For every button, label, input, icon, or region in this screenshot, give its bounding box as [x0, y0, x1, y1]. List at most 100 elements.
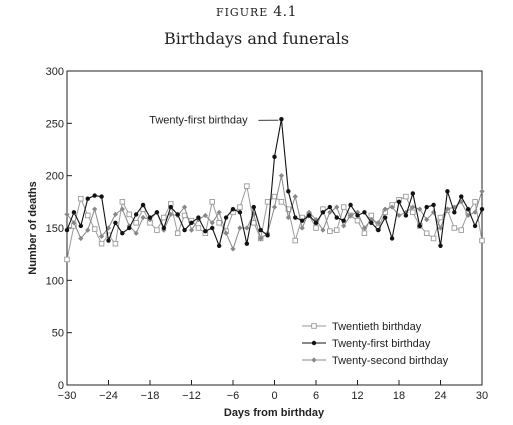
data-point-twentieth-birthday — [313, 225, 319, 231]
data-point-twentieth-birthday — [292, 237, 299, 244]
y-axis-title: Number of deaths — [27, 181, 39, 275]
data-point-twenty-first-birthday — [431, 202, 436, 208]
data-point-twentieth-birthday — [126, 211, 132, 218]
x-tick-label: −6 — [227, 390, 240, 402]
legend-marker-twentieth-birthday — [311, 323, 317, 329]
data-point-twenty-second-birthday — [92, 206, 98, 212]
data-point-twenty-first-birthday — [85, 196, 90, 201]
data-point-twenty-first-birthday — [223, 215, 229, 220]
data-point-twenty-second-birthday — [230, 246, 236, 252]
data-point-twenty-first-birthday — [306, 213, 312, 218]
data-point-twenty-first-birthday — [355, 213, 360, 218]
data-point-twenty-first-birthday — [341, 218, 346, 223]
data-point-twenty-first-birthday — [64, 227, 70, 233]
data-point-twenty-first-birthday — [465, 206, 471, 212]
data-point-twenty-first-birthday — [78, 223, 84, 229]
data-point-twenty-second-birthday — [140, 214, 146, 221]
data-point-twenty-first-birthday — [216, 243, 222, 248]
data-point-twenty-second-birthday — [437, 225, 444, 231]
data-point-twenty-first-birthday — [120, 231, 125, 236]
x-tick-label: 0 — [271, 390, 277, 402]
x-tick-label: −12 — [182, 390, 201, 402]
x-tick-label: 18 — [393, 390, 405, 402]
data-point-twenty-first-birthday — [320, 210, 326, 215]
data-point-twenty-second-birthday — [320, 227, 326, 233]
data-point-twenty-second-birthday — [105, 225, 112, 231]
data-point-twenty-first-birthday — [71, 210, 77, 215]
data-point-twenty-first-birthday — [438, 243, 443, 248]
data-point-twentieth-birthday — [472, 199, 478, 205]
data-point-twenty-second-birthday — [368, 217, 374, 223]
annotation-text: Twenty-first birthday — [149, 114, 248, 126]
data-point-twenty-first-birthday — [445, 189, 450, 194]
data-point-twentieth-birthday — [410, 209, 416, 216]
x-axis-title: Days from birthday — [224, 407, 325, 419]
series-twenty-second-birthday — [64, 173, 485, 252]
y-tick-label: 200 — [46, 171, 64, 183]
legend-label-twenty-second-birthday: Twenty-second birthday — [332, 355, 449, 367]
data-point-twenty-first-birthday — [161, 225, 167, 231]
data-point-twenty-first-birthday — [154, 210, 160, 215]
legend-marker-twenty-first-birthday — [311, 340, 317, 346]
data-point-twenty-second-birthday — [361, 225, 368, 231]
data-point-twenty-first-birthday — [389, 236, 395, 241]
data-point-twenty-second-birthday — [244, 225, 250, 231]
x-tick-label: −30 — [58, 390, 77, 402]
data-point-twentieth-birthday — [216, 220, 222, 226]
legend: Twentieth birthday Twenty-first birthday T… — [302, 321, 449, 367]
data-point-twenty-second-birthday — [306, 209, 312, 215]
data-point-twenty-first-birthday — [168, 204, 173, 210]
data-point-twentieth-birthday — [112, 240, 119, 247]
x-tick-label: 12 — [351, 390, 363, 402]
data-point-twenty-second-birthday — [341, 223, 347, 229]
data-point-twenty-second-birthday — [444, 206, 451, 212]
data-point-twenty-first-birthday — [244, 241, 250, 246]
data-point-twenty-second-birthday — [223, 230, 229, 236]
data-point-twenty-first-birthday — [293, 215, 298, 220]
data-point-twenty-first-birthday — [92, 193, 97, 198]
data-point-twenty-first-birthday — [452, 210, 457, 215]
x-axis-ticks: −30 −24 −18 −12 −6 0 6 12 18 24 30 — [58, 380, 488, 402]
data-point-twenty-first-birthday — [272, 154, 277, 160]
data-point-twentieth-birthday — [403, 193, 409, 200]
data-point-twentieth-birthday — [91, 226, 98, 232]
data-point-twentieth-birthday — [278, 199, 285, 205]
data-point-twenty-first-birthday — [140, 202, 146, 208]
data-point-twenty-second-birthday — [389, 204, 395, 210]
data-point-twentieth-birthday — [437, 214, 444, 221]
data-point-twenty-first-birthday — [279, 116, 284, 122]
figure-label-prefix: FIGURE — [215, 6, 269, 19]
data-point-twentieth-birthday — [451, 225, 458, 231]
data-point-twenty-first-birthday — [410, 191, 416, 196]
y-tick-label: 150 — [46, 223, 64, 235]
data-point-twenty-first-birthday — [175, 212, 180, 217]
data-point-twenty-second-birthday — [327, 209, 333, 215]
data-point-twentieth-birthday — [361, 230, 368, 236]
data-point-twenty-second-birthday — [188, 227, 195, 233]
data-point-twenty-first-birthday — [403, 213, 409, 218]
data-point-twenty-second-birthday — [64, 211, 70, 217]
data-point-twenty-second-birthday — [133, 230, 139, 236]
data-point-twenty-first-birthday — [334, 215, 339, 220]
data-point-twentieth-birthday — [430, 235, 437, 242]
data-point-twenty-first-birthday — [327, 204, 333, 210]
data-point-twenty-second-birthday — [479, 188, 485, 194]
data-point-twenty-second-birthday — [347, 212, 354, 219]
data-point-twentieth-birthday — [209, 199, 215, 205]
data-point-twenty-first-birthday — [133, 212, 139, 217]
data-point-twentieth-birthday — [195, 225, 202, 231]
data-point-twenty-second-birthday — [119, 206, 125, 212]
data-point-twenty-second-birthday — [168, 211, 174, 217]
data-point-twenty-second-birthday — [278, 173, 285, 179]
data-point-twentieth-birthday — [84, 212, 91, 219]
data-point-twenty-first-birthday — [362, 210, 367, 215]
series-layer — [64, 116, 485, 263]
data-point-twenty-second-birthday — [237, 225, 243, 231]
data-point-twenty-second-birthday — [292, 194, 298, 200]
series-twentieth-birthday — [64, 183, 485, 263]
y-tick-label: 0 — [58, 380, 64, 392]
data-point-twenty-second-birthday — [78, 235, 84, 242]
x-tick-label: 24 — [434, 390, 446, 402]
data-point-twenty-second-birthday — [410, 204, 416, 210]
